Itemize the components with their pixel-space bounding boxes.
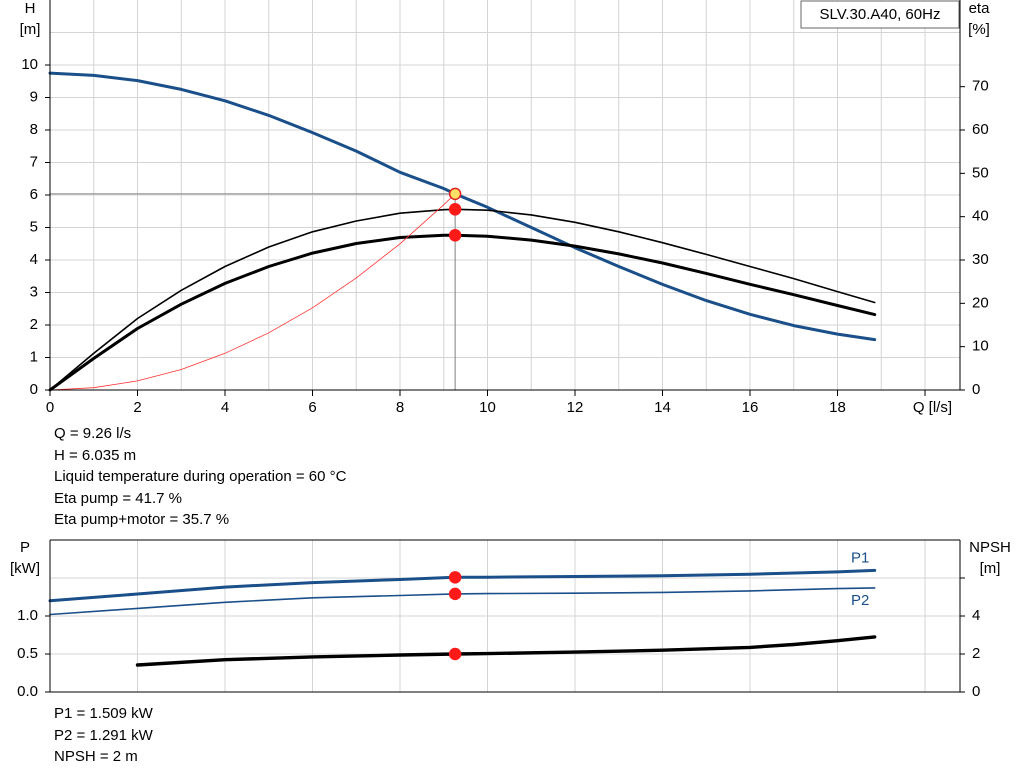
power-readout: P1 = 1.509 kW P2 = 1.291 kW NPSH = 2 m (54, 703, 153, 768)
y-tick-label: 8 (30, 121, 38, 138)
x-tick-label: 18 (829, 399, 846, 416)
y2-tick-label: 0 (972, 683, 980, 700)
duty-point-marker (448, 187, 462, 201)
bottom-chart-series (48, 568, 877, 667)
x-tick-label: 8 (396, 399, 404, 416)
p1-series-label: P1 (851, 549, 869, 566)
head-curve (48, 71, 877, 342)
duty-point-readout: Q = 9.26 l/s H = 6.035 m Liquid temperat… (54, 423, 346, 531)
top-chart-grid (50, 0, 960, 390)
x-tick-label: 10 (479, 399, 496, 416)
y-axis-label: H (25, 0, 36, 17)
y2-tick-label: 10 (972, 338, 989, 355)
y-axis-label: P (20, 539, 30, 556)
p2-curve (49, 587, 876, 616)
bottom-chart-grid (50, 540, 960, 692)
x-tick-label: 14 (654, 399, 671, 416)
y-tick-label: 0.5 (17, 645, 38, 662)
p1-curve (48, 568, 877, 603)
p2-series-label: P2 (851, 592, 869, 609)
y-tick-label: 2 (30, 316, 38, 333)
y-tick-label: 7 (30, 153, 38, 170)
x-tick-label: 12 (567, 399, 584, 416)
y-tick-label: 1 (30, 348, 38, 365)
y-axis-unit: [m] (20, 21, 41, 38)
npsh-curve (135, 635, 877, 667)
liquid-temperature-readout: Liquid temperature during operation = 60… (54, 468, 347, 485)
operating-point-marker (448, 571, 462, 584)
eta-pump-readout: Eta pump = 41.7 % (54, 489, 182, 507)
y2-tick-label: 0 (972, 381, 980, 398)
operating-point-marker (448, 229, 462, 242)
y2-tick-label: 30 (972, 251, 989, 268)
operating-point-marker (448, 587, 462, 601)
y-tick-label: 5 (30, 218, 38, 235)
y-tick-label: 10 (21, 56, 38, 73)
system-curve (49, 193, 456, 391)
y2-axis-unit: [%] (968, 21, 990, 38)
eta-pump-motor-readout: Eta pump+motor = 35.7 % (54, 511, 230, 528)
eta-pump-motor-curve (48, 233, 877, 392)
y2-tick-label: 4 (972, 607, 980, 624)
y2-axis-label: eta (969, 0, 991, 17)
y-tick-label: 1.0 (17, 607, 38, 624)
p2-readout: P2 = 1.291 kW (54, 726, 153, 744)
x-tick-label: 16 (742, 399, 759, 416)
y2-axis-unit: [m] (980, 560, 1001, 577)
y-tick-label: 0.0 (17, 683, 38, 700)
x-tick-label: 0 (46, 399, 54, 416)
flow-readout: Q = 9.26 l/s (54, 425, 132, 442)
bottom-chart-axes (45, 539, 965, 693)
y-tick-label: 3 (30, 283, 38, 300)
y2-tick-label: 50 (972, 164, 989, 181)
p1-readout: P1 = 1.509 kW (54, 705, 153, 722)
top-chart-axes (45, 0, 965, 396)
x-tick-label: 2 (133, 399, 141, 416)
operating-point-marker (448, 203, 462, 216)
y-axis-unit: [kW] (10, 560, 40, 577)
y-tick-label: 6 (30, 186, 38, 203)
y2-tick-label: 60 (972, 121, 989, 138)
y2-axis-label: NPSH (969, 539, 1011, 556)
y-tick-label: 9 (30, 88, 38, 105)
x-tick-label: 6 (308, 399, 316, 416)
y2-tick-label: 70 (972, 78, 989, 95)
chart-title: SLV.30.A40, 60Hz (820, 6, 941, 23)
top-chart-series (48, 71, 877, 392)
npsh-readout: NPSH = 2 m (54, 748, 138, 765)
operating-point-marker (448, 647, 462, 661)
head-readout: H = 6.035 m (54, 446, 137, 464)
y-tick-label: 4 (30, 251, 38, 268)
y2-tick-label: 20 (972, 294, 989, 311)
x-axis-label: Q [l/s] (913, 399, 952, 416)
y2-tick-label: 40 (972, 208, 989, 225)
y-tick-label: 0 (30, 381, 38, 398)
chart-title-box (800, 0, 960, 29)
x-tick-label: 4 (221, 399, 229, 416)
y2-tick-label: 2 (972, 645, 980, 662)
